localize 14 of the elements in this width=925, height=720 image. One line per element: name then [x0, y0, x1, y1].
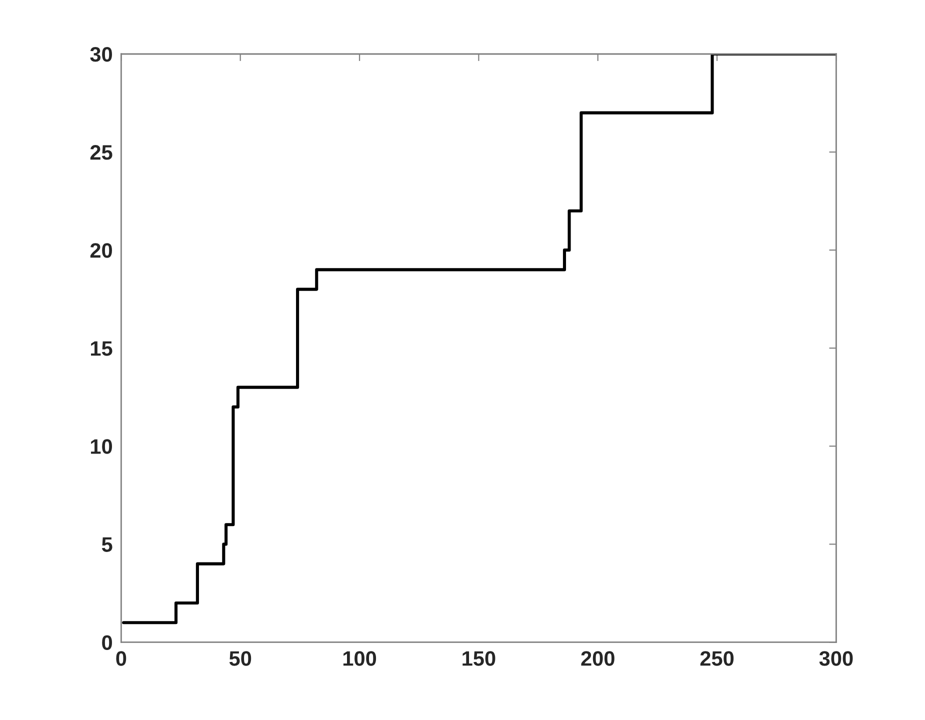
y-tick-label: 25 [90, 145, 112, 160]
x-tick-label: 250 [700, 651, 734, 666]
x-tick-label: 150 [462, 651, 496, 666]
y-tick-label: 20 [90, 243, 112, 258]
x-tick-label: 0 [116, 651, 126, 666]
y-tick-label: 30 [90, 47, 112, 62]
y-tick-label: 15 [90, 341, 112, 356]
y-tick-label: 0 [102, 635, 112, 650]
y-tick-label: 5 [102, 537, 112, 552]
x-tick-label: 100 [343, 651, 376, 666]
x-tick-label: 300 [819, 651, 853, 666]
x-tick-label: 200 [581, 651, 614, 666]
x-tick-label: 50 [229, 651, 252, 666]
y-tick-label: 10 [90, 439, 112, 454]
